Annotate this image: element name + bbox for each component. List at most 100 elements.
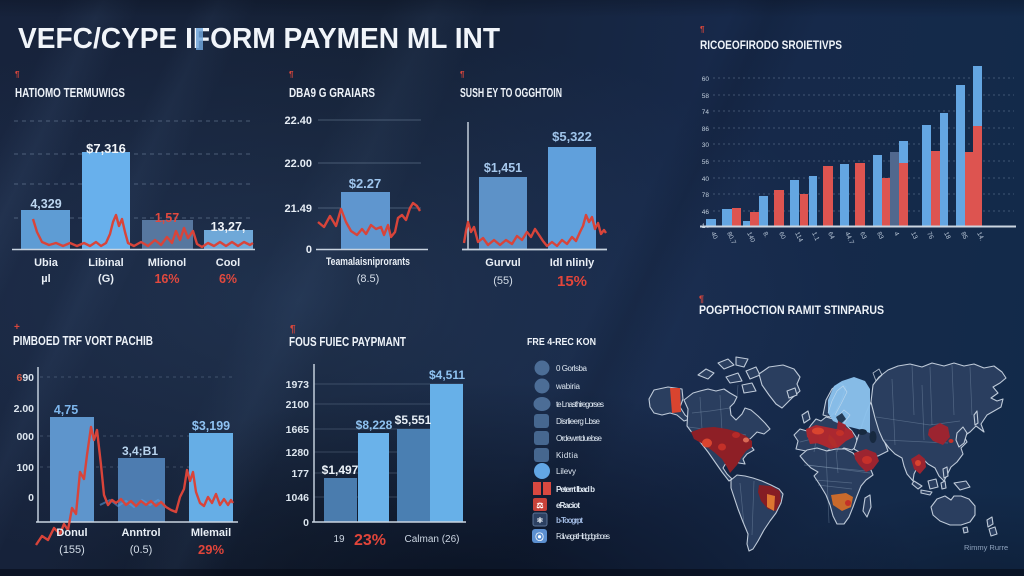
- svg-text:$8,228: $8,228: [356, 418, 393, 432]
- svg-text:eRaciot: eRaciot: [556, 501, 580, 510]
- svg-text:⚖: ⚖: [536, 501, 543, 510]
- svg-text:1,57: 1,57: [155, 211, 179, 225]
- svg-text:86: 86: [702, 126, 710, 133]
- svg-text:1046: 1046: [286, 492, 310, 504]
- svg-text:0: 0: [28, 492, 34, 504]
- svg-text:58: 58: [702, 93, 710, 100]
- svg-text:⚛: ⚛: [536, 516, 543, 525]
- svg-text:(155): (155): [59, 544, 85, 556]
- svg-text:$1,497: $1,497: [322, 463, 359, 477]
- svg-text:$1,451: $1,451: [484, 161, 522, 175]
- svg-text:¶: ¶: [289, 70, 294, 79]
- svg-text:6%: 6%: [219, 272, 237, 286]
- svg-text:b-Toogrpt: b-Toogrpt: [556, 516, 583, 525]
- svg-text:0 Gorlsba: 0 Gorlsba: [556, 364, 588, 373]
- svg-text:Rimmy Rurre: Rimmy Rurre: [964, 543, 1008, 552]
- svg-text:3,4;B1: 3,4;B1: [122, 444, 158, 458]
- svg-text:44.7: 44.7: [843, 231, 855, 246]
- svg-text:0: 0: [303, 517, 309, 529]
- svg-text:63: 63: [858, 231, 868, 241]
- svg-text:(G): (G): [98, 273, 114, 285]
- svg-text:FRE 4-REC KON: FRE 4-REC KON: [527, 336, 596, 348]
- svg-text:56: 56: [702, 159, 710, 166]
- svg-text:$3,199: $3,199: [192, 419, 230, 433]
- svg-text:DBA9 G GRAIARS: DBA9 G GRAIARS: [289, 86, 375, 100]
- svg-text:64: 64: [826, 231, 836, 241]
- svg-text:(55): (55): [493, 275, 513, 287]
- svg-text:4,75: 4,75: [54, 403, 78, 417]
- svg-text:83: 83: [875, 231, 885, 241]
- svg-text:8.: 8.: [761, 231, 770, 239]
- svg-text:100: 100: [16, 462, 34, 474]
- svg-text:Teamalaisniprorants: Teamalaisniprorants: [326, 256, 410, 268]
- svg-text:22.00: 22.00: [284, 158, 312, 170]
- svg-text:85: 85: [959, 231, 969, 241]
- svg-text:177: 177: [291, 468, 309, 480]
- svg-text:$5,551: $5,551: [395, 413, 432, 427]
- svg-text:RICOEOFIRODO SROIETIVPS: RICOEOFIRODO SROIETIVPS: [700, 38, 842, 52]
- svg-text:Fdlwagat Hidgdgeboes: Fdlwagat Hidgdgeboes: [556, 532, 610, 541]
- svg-text:Libinal: Libinal: [88, 257, 123, 269]
- svg-text:15%: 15%: [557, 273, 587, 290]
- svg-text:60: 60: [702, 76, 710, 83]
- svg-text:SUSH EY TO OGGHTOIN: SUSH EY TO OGGHTOIN: [460, 86, 562, 100]
- svg-text:µl: µl: [41, 273, 50, 285]
- svg-text:14.: 14.: [975, 231, 985, 242]
- svg-text:(8.5): (8.5): [357, 273, 380, 285]
- svg-text:74: 74: [702, 109, 710, 116]
- svg-text:Kidtia: Kidtia: [556, 451, 579, 460]
- svg-text:⦿: ⦿: [535, 532, 544, 542]
- svg-text:23%: 23%: [354, 532, 386, 549]
- svg-text:Disrlieerg Lbse: Disrlieerg Lbse: [556, 417, 601, 426]
- svg-text:40: 40: [702, 176, 710, 183]
- svg-text:¶: ¶: [15, 70, 20, 79]
- svg-text:19: 19: [333, 534, 345, 545]
- svg-text:40: 40: [709, 231, 719, 241]
- svg-text:13: 13: [909, 231, 919, 241]
- svg-text:Donul: Donul: [56, 527, 87, 539]
- svg-text:VEFC/CYPE IFORM PAYMEN ML INT: VEFC/CYPE IFORM PAYMEN ML INT: [18, 23, 500, 55]
- svg-text:¶: ¶: [699, 294, 704, 304]
- svg-text:78: 78: [702, 192, 710, 199]
- svg-text:2.00: 2.00: [14, 403, 35, 415]
- svg-text:2100: 2100: [286, 399, 310, 411]
- svg-text:4: 4: [892, 231, 900, 238]
- svg-text:$4,511: $4,511: [429, 368, 465, 382]
- svg-text:¶: ¶: [700, 25, 705, 34]
- svg-text:13,27,: 13,27,: [211, 220, 246, 234]
- svg-text:80.7: 80.7: [725, 231, 737, 246]
- svg-text:POGPTHOCTION RAMIT STINPARUS: POGPTHOCTION RAMIT STINPARUS: [699, 303, 884, 317]
- svg-text:140: 140: [745, 231, 756, 244]
- svg-text:Peterrt Ibad b: Peterrt Ibad b: [556, 485, 595, 494]
- svg-text:29%: 29%: [198, 542, 224, 557]
- svg-text:$2.27: $2.27: [349, 176, 382, 191]
- svg-text:60: 60: [777, 231, 787, 241]
- svg-text:690: 690: [16, 372, 34, 384]
- svg-text:Cool: Cool: [216, 257, 240, 269]
- svg-text:1665: 1665: [286, 424, 310, 436]
- svg-text:76: 76: [925, 231, 935, 241]
- svg-text:4,329: 4,329: [30, 197, 61, 211]
- svg-text:+: +: [14, 322, 20, 333]
- svg-text:¶: ¶: [290, 324, 296, 335]
- svg-text:22.40: 22.40: [284, 115, 312, 127]
- svg-text:$7,316: $7,316: [86, 141, 126, 156]
- svg-text:46: 46: [702, 209, 710, 216]
- svg-text:000: 000: [16, 431, 34, 443]
- svg-text:30: 30: [702, 142, 710, 149]
- svg-text:FOUS FUIEC PAYPMANT: FOUS FUIEC PAYPMANT: [289, 335, 406, 349]
- svg-text:Gurvul: Gurvul: [485, 257, 520, 269]
- svg-text:Ubia: Ubia: [34, 257, 59, 269]
- svg-text:1.1: 1.1: [810, 231, 820, 242]
- svg-text:$5,322: $5,322: [552, 129, 592, 144]
- svg-text:Calman (26): Calman (26): [404, 534, 459, 545]
- svg-text:21.49: 21.49: [284, 203, 312, 215]
- svg-text:Ordewrrtduebse: Ordewrrtduebse: [556, 434, 603, 443]
- svg-text:18: 18: [942, 231, 952, 241]
- svg-text:1973: 1973: [286, 379, 310, 391]
- svg-text:PIMBOED TRF VORT PACHIB: PIMBOED TRF VORT PACHIB: [13, 334, 153, 348]
- svg-text:1280: 1280: [286, 447, 310, 459]
- svg-text:Anntrol: Anntrol: [121, 527, 160, 539]
- svg-text:Mlionol: Mlionol: [148, 257, 187, 269]
- svg-text:114: 114: [793, 231, 804, 244]
